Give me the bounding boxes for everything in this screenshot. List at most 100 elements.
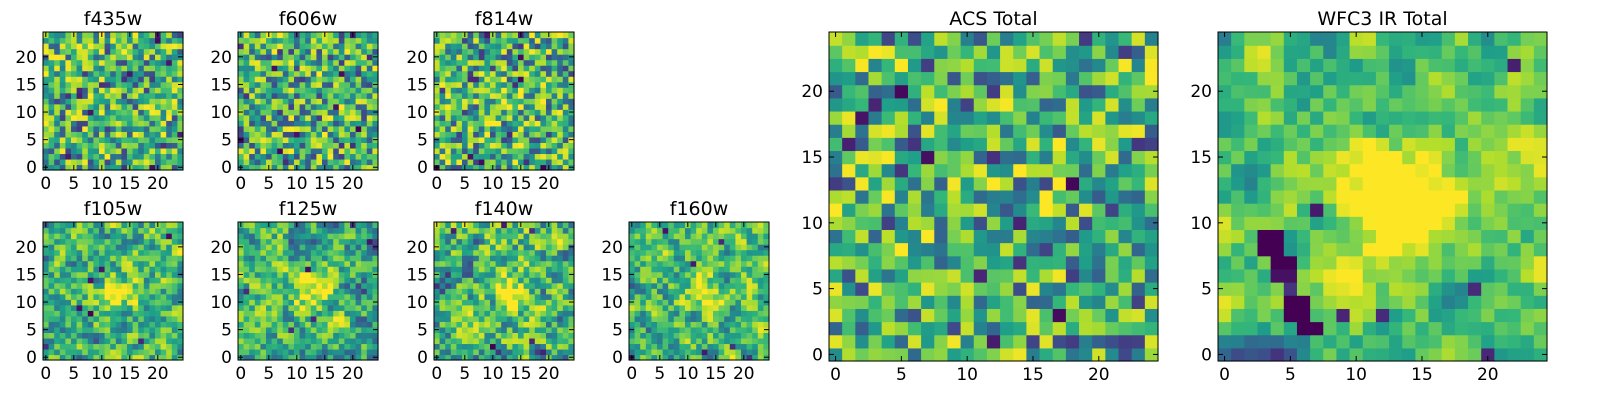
heatmap-cell [451, 288, 457, 294]
heatmap-cell [524, 137, 530, 143]
heatmap-cell [277, 233, 283, 239]
heatmap-cell [161, 76, 167, 82]
heatmap-cell [54, 49, 60, 55]
heatmap-cell [868, 282, 882, 296]
heatmap-cell [121, 43, 127, 49]
heatmap-cell [507, 349, 513, 355]
heatmap-cell [842, 335, 856, 349]
heatmap-cell [752, 288, 758, 294]
heatmap-cell [445, 82, 451, 88]
heatmap-cell [735, 305, 741, 311]
heatmap-cell [496, 87, 502, 93]
heatmap-cell [434, 261, 440, 267]
heatmap-cell [116, 277, 122, 283]
heatmap-cell [696, 310, 702, 316]
heatmap-cell [272, 266, 278, 272]
heatmap-cell [172, 126, 178, 132]
heatmap-cell [529, 288, 535, 294]
heatmap-cell [60, 87, 66, 93]
heatmap-cell [266, 316, 272, 322]
heatmap-cell [244, 321, 250, 327]
heatmap-cell [490, 299, 496, 305]
heatmap-cell [138, 60, 144, 66]
heatmap-cell [882, 308, 896, 322]
heatmap-cell [540, 327, 546, 333]
heatmap-cell [434, 310, 440, 316]
heatmap-cell [249, 239, 255, 245]
heatmap-cell [518, 277, 524, 283]
heatmap-cell [496, 239, 502, 245]
heatmap-cell [127, 38, 133, 44]
heatmap-cell [88, 82, 94, 88]
heatmap-cell [260, 321, 266, 327]
heatmap-cell [451, 244, 457, 250]
heatmap-cell [77, 43, 83, 49]
heatmap-cell [121, 93, 127, 99]
heatmap-cell [529, 239, 535, 245]
heatmap-cell [49, 283, 55, 289]
heatmap-cell [155, 82, 161, 88]
heatmap-cell [54, 294, 60, 300]
heatmap-cell [440, 338, 446, 344]
heatmap-cell [311, 343, 317, 349]
heatmap-cell [724, 332, 730, 338]
heatmap-cell [272, 310, 278, 316]
heatmap-cell [344, 305, 350, 311]
heatmap-cell [546, 71, 552, 77]
heatmap-cell [1132, 335, 1146, 349]
heatmap-cell [283, 126, 289, 132]
heatmap-cell [116, 239, 122, 245]
heatmap-cell [507, 142, 513, 148]
heatmap-cell [339, 159, 345, 165]
heatmap-cell [895, 229, 909, 243]
heatmap-cell [272, 294, 278, 300]
heatmap-cell [311, 142, 317, 148]
heatmap-cell [361, 321, 367, 327]
heatmap-cell [1132, 308, 1146, 322]
panel-title: f140w [475, 198, 534, 220]
heatmap-cell [462, 250, 468, 256]
heatmap-cell [333, 38, 339, 44]
heatmap-cell [496, 250, 502, 256]
heatmap-cell [93, 148, 99, 154]
heatmap-cell [518, 327, 524, 333]
heatmap-cell [685, 288, 691, 294]
heatmap-cell [507, 288, 513, 294]
heatmap-cell [451, 321, 457, 327]
heatmap-cell [468, 266, 474, 272]
heatmap-cell [311, 76, 317, 82]
heatmap-cell [552, 338, 558, 344]
heatmap-cell [356, 43, 362, 49]
heatmap-cell [552, 38, 558, 44]
heatmap-cell [540, 299, 546, 305]
heatmap-cell [172, 137, 178, 143]
heatmap-cell [65, 294, 71, 300]
heatmap-cell [691, 272, 697, 278]
heatmap-cell [361, 104, 367, 110]
heatmap-cell [524, 239, 530, 245]
heatmap-cell [651, 288, 657, 294]
heatmap-cell [557, 272, 563, 278]
heatmap-cell [144, 43, 150, 49]
heatmap-cell [127, 266, 133, 272]
heatmap-cell [244, 222, 250, 228]
heatmap-cell [640, 310, 646, 316]
heatmap-cell [524, 305, 530, 311]
heatmap-cell [987, 335, 1001, 349]
heatmap-cell [629, 239, 635, 245]
heatmap-cell [1079, 335, 1093, 349]
heatmap-cell [350, 159, 356, 165]
heatmap-cell [646, 250, 652, 256]
heatmap-cell [456, 153, 462, 159]
heatmap-cell [735, 283, 741, 289]
heatmap-cell [512, 148, 518, 154]
heatmap-cell [356, 233, 362, 239]
heatmap-cell [719, 266, 725, 272]
heatmap-cell [563, 131, 569, 137]
heatmap-cell [88, 142, 94, 148]
heatmap-cell [842, 282, 856, 296]
heatmap-cell [451, 327, 457, 333]
heatmap-cell [300, 142, 306, 148]
heatmap-cell [266, 49, 272, 55]
heatmap-cell [288, 159, 294, 165]
